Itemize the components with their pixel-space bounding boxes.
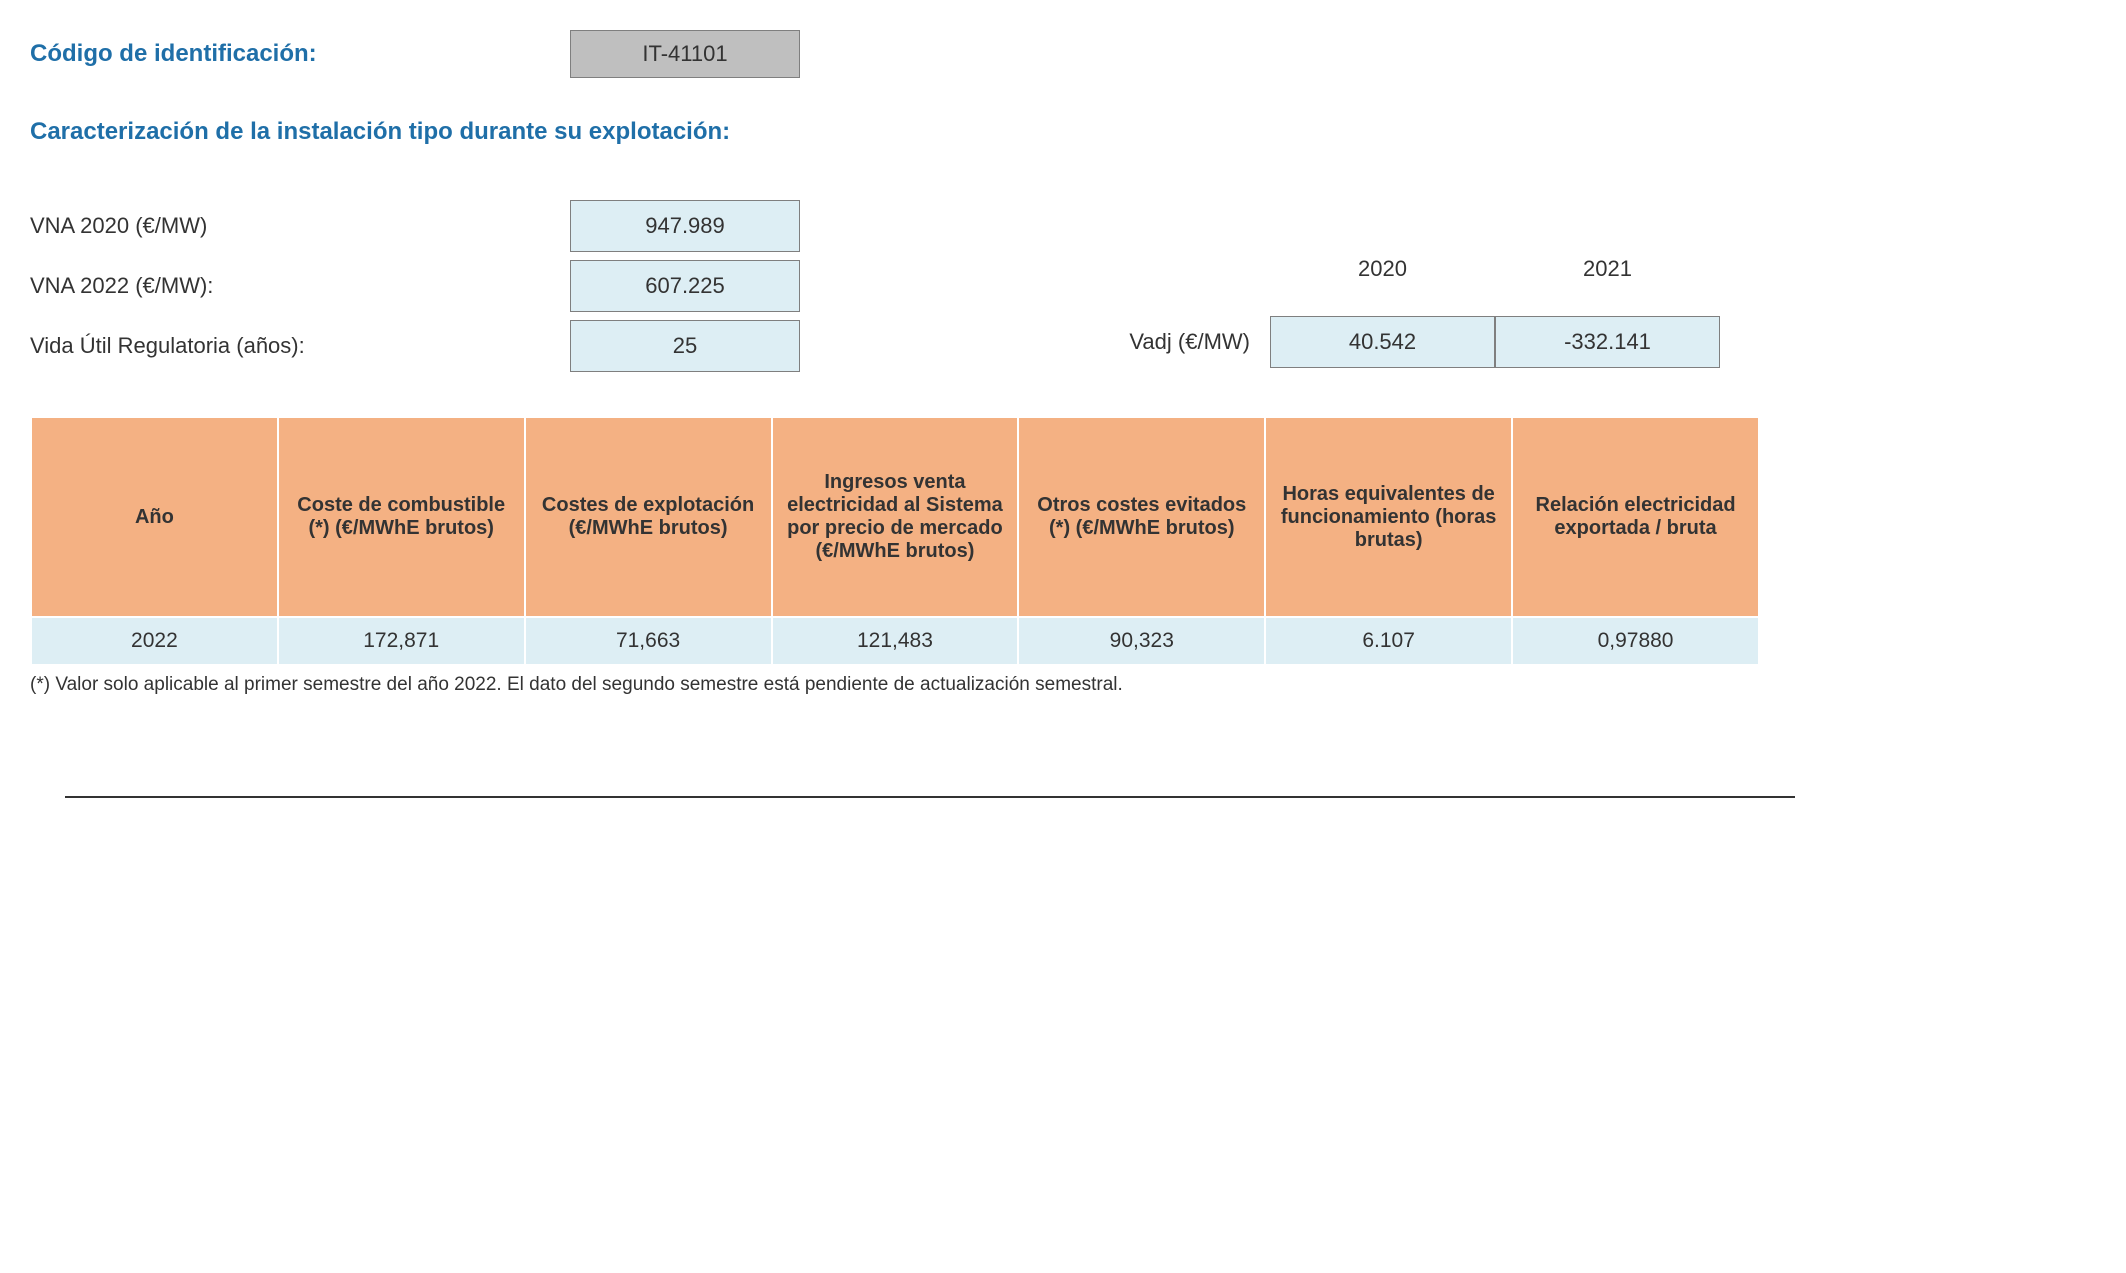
vida-value: 25 bbox=[570, 320, 800, 372]
vadj-years-row: 2020 2021 bbox=[1090, 256, 1720, 282]
th-relacion: Relación electricidad exportada / bruta bbox=[1512, 417, 1759, 617]
divider-line bbox=[65, 796, 1795, 798]
vadj-label: Vadj (€/MW) bbox=[1090, 329, 1270, 355]
table-row: 2022 172,871 71,663 121,483 90,323 6.107… bbox=[31, 617, 1759, 665]
td-explotacion: 71,663 bbox=[525, 617, 772, 665]
param-row-vida: Vida Útil Regulatoria (años): 25 Vadj (€… bbox=[30, 316, 1830, 376]
th-horas: Horas equivalentes de funcionamiento (ho… bbox=[1265, 417, 1512, 617]
vna2020-value: 947.989 bbox=[570, 200, 800, 252]
vadj-2021-value: -332.141 bbox=[1495, 316, 1720, 368]
th-otros: Otros costes evitados (*) (€/MWhE brutos… bbox=[1018, 417, 1265, 617]
td-ano: 2022 bbox=[31, 617, 278, 665]
vadj-year-2020: 2020 bbox=[1270, 256, 1495, 282]
vna2022-label: VNA 2022 (€/MW): bbox=[30, 273, 570, 299]
td-combustible: 172,871 bbox=[278, 617, 525, 665]
id-row: Código de identificación: IT-41101 bbox=[30, 30, 1830, 78]
param-row-vna2020: VNA 2020 (€/MW) 947.989 bbox=[30, 196, 1830, 256]
vadj-2020-value: 40.542 bbox=[1270, 316, 1495, 368]
th-explotacion: Costes de explotación (€/MWhE brutos) bbox=[525, 417, 772, 617]
vida-label: Vida Útil Regulatoria (años): bbox=[30, 333, 570, 359]
main-table: Año Coste de combustible (*) (€/MWhE bru… bbox=[30, 416, 1760, 666]
td-relacion: 0,97880 bbox=[1512, 617, 1759, 665]
id-label: Código de identificación: bbox=[30, 40, 570, 68]
th-ingresos: Ingresos venta electricidad al Sistema p… bbox=[772, 417, 1019, 617]
td-horas: 6.107 bbox=[1265, 617, 1512, 665]
document-page: Código de identificación: IT-41101 Carac… bbox=[30, 30, 1830, 798]
td-otros: 90,323 bbox=[1018, 617, 1265, 665]
th-combustible: Coste de combustible (*) (€/MWhE brutos) bbox=[278, 417, 525, 617]
id-value-box: IT-41101 bbox=[570, 30, 800, 78]
th-ano: Año bbox=[31, 417, 278, 617]
section-title: Caracterización de la instalación tipo d… bbox=[30, 118, 1830, 146]
params-block: VNA 2020 (€/MW) 947.989 VNA 2022 (€/MW):… bbox=[30, 196, 1830, 376]
vna2022-value: 607.225 bbox=[570, 260, 800, 312]
footnote: (*) Valor solo aplicable al primer semes… bbox=[30, 674, 1830, 696]
table-header-row: Año Coste de combustible (*) (€/MWhE bru… bbox=[31, 417, 1759, 617]
param-row-vna2022: VNA 2022 (€/MW): 607.225 2020 2021 bbox=[30, 256, 1830, 316]
vadj-year-2021: 2021 bbox=[1495, 256, 1720, 282]
vna2020-label: VNA 2020 (€/MW) bbox=[30, 213, 570, 239]
vadj-values-row: Vadj (€/MW) 40.542 -332.141 bbox=[1090, 316, 1720, 368]
td-ingresos: 121,483 bbox=[772, 617, 1019, 665]
